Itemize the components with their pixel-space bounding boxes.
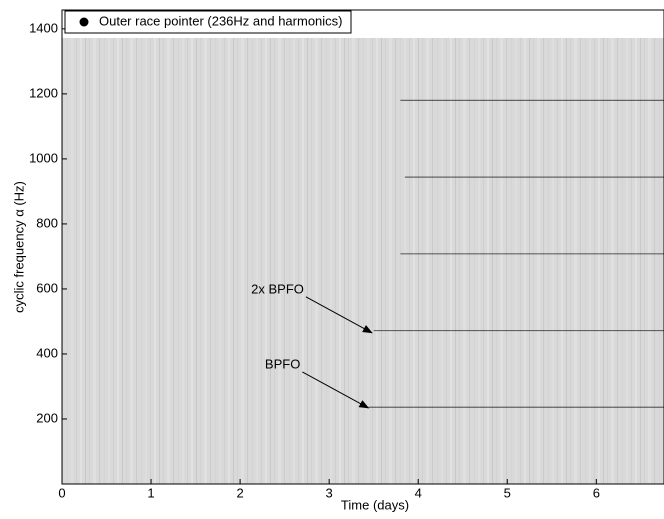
y-tick-label: 1000 (29, 150, 58, 165)
x-tick-label: 3 (326, 485, 333, 500)
x-tick-label: 4 (415, 485, 422, 500)
y-tick-label: 200 (36, 410, 58, 425)
y-tick-label: 1400 (29, 20, 58, 35)
annotation-text: 2x BPFO (251, 281, 304, 296)
x-axis-label: Time (days) (341, 497, 409, 512)
legend-marker (79, 17, 89, 27)
y-tick-label: 400 (36, 345, 58, 360)
annotation-text: BPFO (265, 356, 300, 371)
x-tick-label: 5 (504, 485, 511, 500)
y-tick-label: 600 (36, 280, 58, 295)
legend-label: Outer race pointer (236Hz and harmonics) (99, 13, 343, 28)
x-tick-label: 2 (236, 485, 243, 500)
annotation-arrow (302, 371, 370, 409)
spectrogram-image (62, 37, 664, 484)
x-tick-label: 0 (58, 485, 65, 500)
plot-frame (61, 9, 664, 485)
y-axis-label: cyclic frequency α (Hz) (11, 181, 26, 313)
y-tick-label: 1200 (29, 85, 58, 100)
x-tick-label: 1 (147, 485, 154, 500)
y-tick-label: 800 (36, 215, 58, 230)
legend-box (64, 10, 352, 34)
x-tick-label: 6 (593, 485, 600, 500)
annotation-arrow (305, 296, 373, 334)
